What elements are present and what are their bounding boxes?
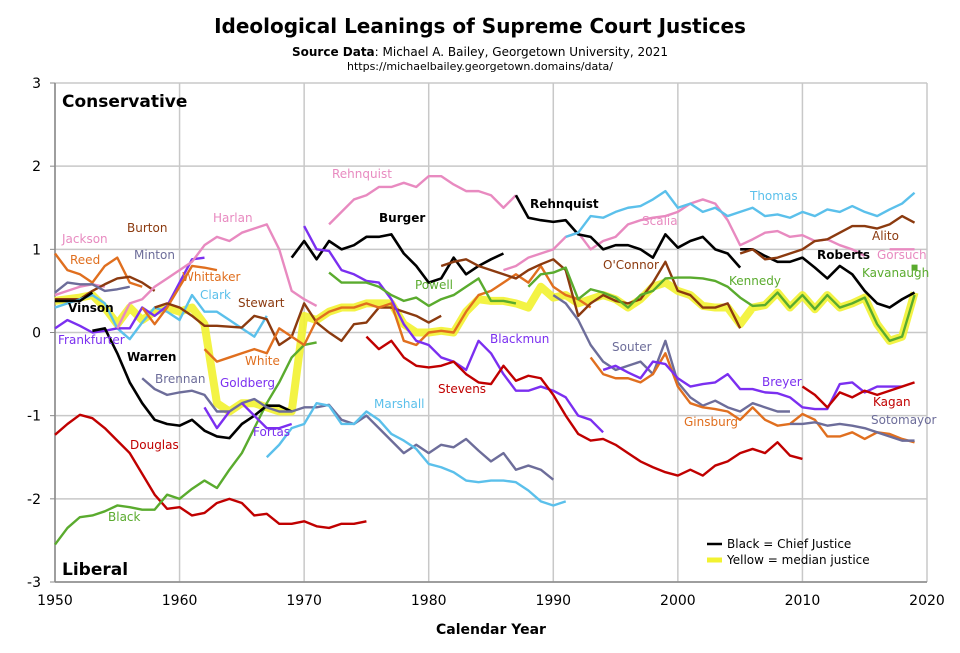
x-tick-label: 2020 — [909, 593, 945, 609]
x-tick-label: 1960 — [162, 593, 198, 609]
conservative-label: Conservative — [62, 92, 187, 112]
chart-subtitle: Source Data: Michael A. Bailey, Georgeto… — [0, 45, 960, 59]
series-label: Douglas — [130, 438, 179, 452]
series-black-line — [54, 341, 317, 546]
y-tick-label: -2 — [27, 492, 41, 508]
x-axis-label: Calendar Year — [436, 622, 546, 638]
series-souter-line — [552, 294, 790, 413]
series-label: Roberts — [817, 248, 870, 262]
series-label: Blackmun — [490, 332, 549, 346]
y-tick-label: 2 — [32, 159, 41, 175]
y-tick-label: 0 — [32, 326, 41, 342]
series-scalia-line — [503, 198, 866, 272]
series-label: Kagan — [873, 395, 911, 409]
series-label: Burger — [379, 211, 425, 225]
x-tick-label: 2000 — [660, 593, 696, 609]
subtitle-value: : Michael A. Bailey, Georgetown Universi… — [374, 45, 669, 59]
series-label: Reed — [70, 253, 100, 267]
series-label: Minton — [134, 248, 175, 262]
series-alito-line — [739, 214, 916, 261]
series-label: Rehnquist — [332, 167, 392, 181]
series-label: Warren — [127, 350, 176, 364]
series-sotomayor-line — [789, 421, 915, 442]
series-vinson-chief-line — [55, 291, 94, 303]
series-minton-line — [54, 281, 130, 294]
series-label: Frankfurter — [58, 333, 125, 347]
series-goldberg-line — [203, 406, 231, 430]
x-tick-label: 2010 — [785, 593, 821, 609]
series-kennedy-line — [527, 266, 916, 343]
y-tick-label: -1 — [27, 409, 41, 425]
series-label: Black — [108, 510, 141, 524]
series-harlan-line — [116, 223, 318, 329]
series-whittaker-line — [141, 264, 218, 326]
series-label: Rehnquist — [530, 197, 599, 211]
series-stevens-line — [365, 335, 803, 477]
series-ginsburg-line — [589, 352, 915, 444]
y-tick-label: 3 — [32, 76, 41, 92]
series-label: Stewart — [238, 296, 285, 310]
x-tick-label: 1950 — [37, 593, 73, 609]
series-label: Goldberg — [220, 376, 275, 390]
series-burger-chief-line — [290, 233, 505, 284]
x-tick-label: 1970 — [286, 593, 322, 609]
series-breyer-line — [602, 360, 903, 411]
x-tick-label: 1990 — [535, 593, 571, 609]
x-tick-label: 1980 — [411, 593, 447, 609]
series-label: Brennan — [155, 372, 205, 386]
series-label: Stevens — [438, 382, 486, 396]
series-rehnquist-chief-line — [514, 194, 742, 269]
series-kagan-line — [801, 381, 915, 409]
series-label: Kennedy — [729, 274, 781, 288]
series-powell-line — [328, 271, 517, 308]
series-reed-line — [54, 252, 143, 288]
series-label: Vinson — [68, 301, 114, 315]
series-label: Clark — [200, 288, 231, 302]
series-warren-chief-line — [92, 327, 293, 440]
series-label: Fortas — [253, 425, 290, 439]
series-label: Scalia — [642, 214, 678, 228]
y-tick-label: -3 — [27, 575, 41, 591]
series-brennan-line — [141, 377, 555, 481]
series-rehnquist-line — [328, 174, 517, 226]
series-label: Souter — [612, 340, 652, 354]
series-label: O'Connor — [603, 258, 659, 272]
series-label: Breyer — [762, 375, 802, 389]
series-label: Harlan — [213, 211, 253, 225]
series-kavanaugh-point — [911, 264, 918, 271]
source-url: https://michaelbailey.georgetown.domains… — [346, 60, 613, 73]
series-jackson-line — [54, 283, 106, 297]
series-label: Alito — [872, 229, 899, 243]
series-frankfurter-line — [54, 256, 205, 334]
chart-title: Ideological Leanings of Supreme Court Ju… — [214, 14, 746, 38]
series-label: Powell — [415, 278, 453, 292]
series-label: Kavanaugh — [862, 266, 929, 280]
legend-entry: Yellow = median justice — [726, 553, 870, 567]
series-fortas-line — [241, 402, 293, 430]
series-white-line — [203, 264, 592, 363]
series-label: Sotomayor — [871, 413, 936, 427]
series-thomas-line — [565, 189, 916, 238]
subtitle-label: Source Data — [291, 45, 375, 59]
series-label: Thomas — [749, 189, 798, 203]
series-marshall-line — [265, 401, 567, 507]
liberal-label: Liberal — [62, 560, 128, 580]
series-label: Burton — [127, 221, 167, 235]
series-oconnor-line — [440, 258, 742, 329]
series-label: Jackson — [61, 232, 108, 246]
series-label: Marshall — [374, 397, 425, 411]
y-tick-label: 1 — [32, 242, 41, 258]
series-douglas-line — [54, 413, 367, 530]
series-label: Ginsburg — [684, 415, 738, 429]
series-label: Whittaker — [182, 270, 240, 284]
series-burton-line — [55, 275, 156, 301]
legend-entry: Black = Chief Justice — [727, 537, 851, 551]
series-label: Gorsuch — [877, 248, 927, 262]
series-label: White — [245, 354, 280, 368]
